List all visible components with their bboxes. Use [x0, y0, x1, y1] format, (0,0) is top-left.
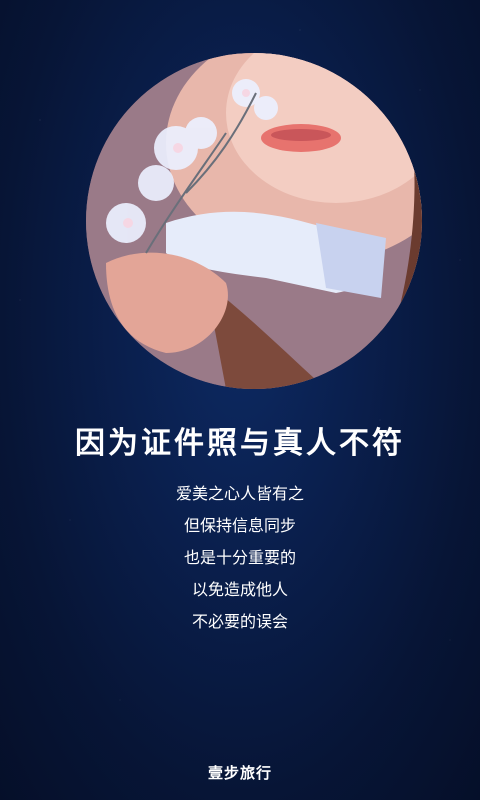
body-line: 爱美之心人皆有之	[175, 484, 304, 503]
body-line: 也是十分重要的	[183, 548, 296, 567]
headline: 因为证件照与真人不符	[75, 426, 405, 461]
body-text: 爱美之心人皆有之 但保持信息同步 也是十分重要的 以免造成他人 不必要的误会	[0, 478, 480, 638]
body-line: 以免造成他人	[191, 580, 288, 599]
brand-footer: 壹步旅行	[207, 764, 272, 782]
circular-portrait-photo	[86, 53, 422, 389]
body-line: 但保持信息同步	[183, 516, 296, 535]
body-line: 不必要的误会	[191, 612, 288, 631]
